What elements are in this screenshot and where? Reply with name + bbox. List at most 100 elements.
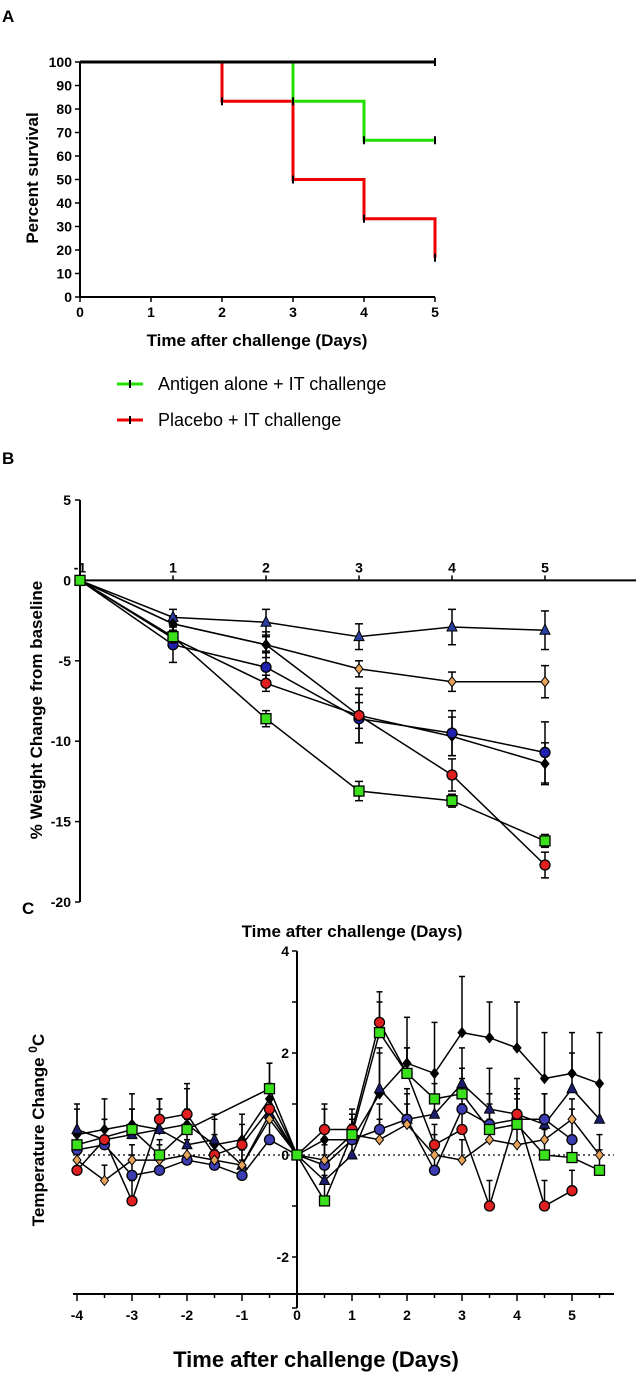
weight-data-point xyxy=(260,615,272,627)
temperature-data-point xyxy=(402,1118,412,1131)
temperature-change-chart: 4 2 0 -2 -4 -3 -2 -1 0 1 2 3 4 5 xyxy=(71,943,614,1323)
temperature-data-point xyxy=(126,1169,138,1182)
survival-y-tick-label: 70 xyxy=(56,125,72,141)
temperature-data-point xyxy=(72,1154,82,1166)
temperature-data-point xyxy=(263,1103,276,1115)
survival-step-line xyxy=(80,60,437,258)
temperature-data-point xyxy=(263,1134,276,1146)
weight-y-tick-label: -10 xyxy=(51,733,71,749)
temperature-data-point xyxy=(428,1107,441,1119)
temperature-data-point xyxy=(209,1154,220,1166)
temperature-data-point xyxy=(291,1149,303,1161)
weight-data-point xyxy=(446,795,458,807)
temperature-data-point xyxy=(539,1072,550,1085)
temperature-data-point xyxy=(127,1154,137,1166)
survival-legend: Antigen alone + IT challenge Placebo + IT… xyxy=(117,374,386,430)
temperature-data-point xyxy=(126,1123,138,1136)
temperature-data-point xyxy=(153,1164,166,1176)
temperature-data-point xyxy=(566,1134,578,1146)
temperature-data-point xyxy=(181,1137,193,1150)
weight-data-point xyxy=(261,638,271,651)
temperature-data-point xyxy=(153,1149,166,1161)
temperature-data-point xyxy=(511,1108,523,1120)
temperature-x-tick-label: -1 xyxy=(236,1307,249,1323)
temperature-series-line xyxy=(76,1031,600,1157)
temperature-data-point xyxy=(428,1139,441,1151)
temperature-data-point xyxy=(566,1081,578,1094)
survival-y-tick-label: 20 xyxy=(56,242,72,258)
temperature-x-tick-label: 0 xyxy=(293,1307,301,1323)
temperature-x-tick-label: 5 xyxy=(568,1307,576,1323)
temperature-data-point xyxy=(181,1108,193,1120)
temperature-data-point xyxy=(539,1133,550,1146)
temperature-data-point xyxy=(456,1123,468,1136)
temperature-data-point xyxy=(566,1185,578,1197)
temperature-x-tick-label: -4 xyxy=(71,1307,84,1323)
temperature-data-point xyxy=(429,1067,440,1080)
survival-y-tick-label: 40 xyxy=(56,195,72,211)
survival-x-tick-label: 1 xyxy=(147,304,155,320)
temperature-data-point xyxy=(373,1081,386,1094)
temperature-x-tick-label: 1 xyxy=(348,1307,356,1323)
temperature-data-point xyxy=(182,1149,192,1161)
temperature-data-point xyxy=(318,1123,331,1136)
temperature-data-point xyxy=(181,1123,193,1136)
weight-x-tick-label: 1 xyxy=(169,559,177,575)
weight-x-axis-title: Time after challenge (Days) xyxy=(242,922,463,941)
temperature-data-point xyxy=(593,1112,606,1124)
temperature-data-point xyxy=(512,1138,522,1151)
temperature-x-tick-label: -3 xyxy=(126,1307,139,1323)
weight-data-point xyxy=(353,709,365,722)
temperature-data-point xyxy=(457,1154,467,1166)
weight-x-tick-label: 5 xyxy=(541,559,549,575)
temperature-data-point xyxy=(263,1083,276,1095)
weight-data-point xyxy=(447,675,457,688)
weight-data-point xyxy=(446,619,458,632)
survival-y-tick-label: 10 xyxy=(56,266,72,282)
weight-data-point xyxy=(539,835,551,847)
temperature-data-point xyxy=(538,1200,551,1212)
survival-y-tick-label: 0 xyxy=(64,289,72,305)
temperature-data-point xyxy=(153,1122,166,1134)
weight-data-point xyxy=(260,677,272,689)
temperature-data-point xyxy=(511,1118,523,1131)
temperature-data-point xyxy=(566,1151,578,1164)
weight-series-line xyxy=(79,579,546,638)
temperature-y-axis-title: Temperature Change 0C xyxy=(26,1034,48,1226)
weight-x-tick-label: 3 xyxy=(355,559,363,575)
weight-data-point xyxy=(74,574,86,587)
temperature-x-tick-label: 4 xyxy=(513,1307,521,1323)
temperature-data-point xyxy=(318,1173,331,1185)
weight-data-point xyxy=(353,629,365,642)
temperature-data-point xyxy=(237,1159,247,1172)
temperature-data-point xyxy=(374,1133,385,1146)
temperature-data-point xyxy=(484,1031,495,1044)
temperature-data-point xyxy=(456,1076,468,1089)
temperature-data-point xyxy=(346,1128,358,1141)
weight-data-point xyxy=(354,663,364,675)
temperature-data-point xyxy=(428,1164,441,1176)
temperature-y-tick-label: 2 xyxy=(281,1045,289,1061)
weight-data-point xyxy=(539,859,551,871)
survival-y-axis-title: Percent survival xyxy=(23,112,42,243)
weight-y-tick-label: -5 xyxy=(59,653,72,669)
temperature-data-point xyxy=(71,1139,83,1151)
weight-y-tick-label: 5 xyxy=(63,492,71,508)
temperature-data-point xyxy=(457,1026,467,1039)
panel-label-b: B xyxy=(2,449,14,468)
temperature-data-point xyxy=(236,1139,248,1151)
temperature-x-tick-label: -2 xyxy=(181,1307,194,1323)
survival-y-tick-label: 90 xyxy=(56,78,72,94)
weight-data-point xyxy=(540,675,550,688)
weight-data-point xyxy=(539,623,551,635)
temperature-y-tick-label: 0 xyxy=(281,1147,289,1163)
temperature-data-point xyxy=(373,1026,386,1039)
weight-data-point xyxy=(260,713,272,725)
weight-data-point xyxy=(168,618,178,630)
panel-label-c: C xyxy=(22,899,34,918)
legend-label: Placebo + IT challenge xyxy=(158,410,341,430)
temperature-y-tick-label: 4 xyxy=(281,943,289,959)
temperature-data-point xyxy=(208,1132,221,1145)
